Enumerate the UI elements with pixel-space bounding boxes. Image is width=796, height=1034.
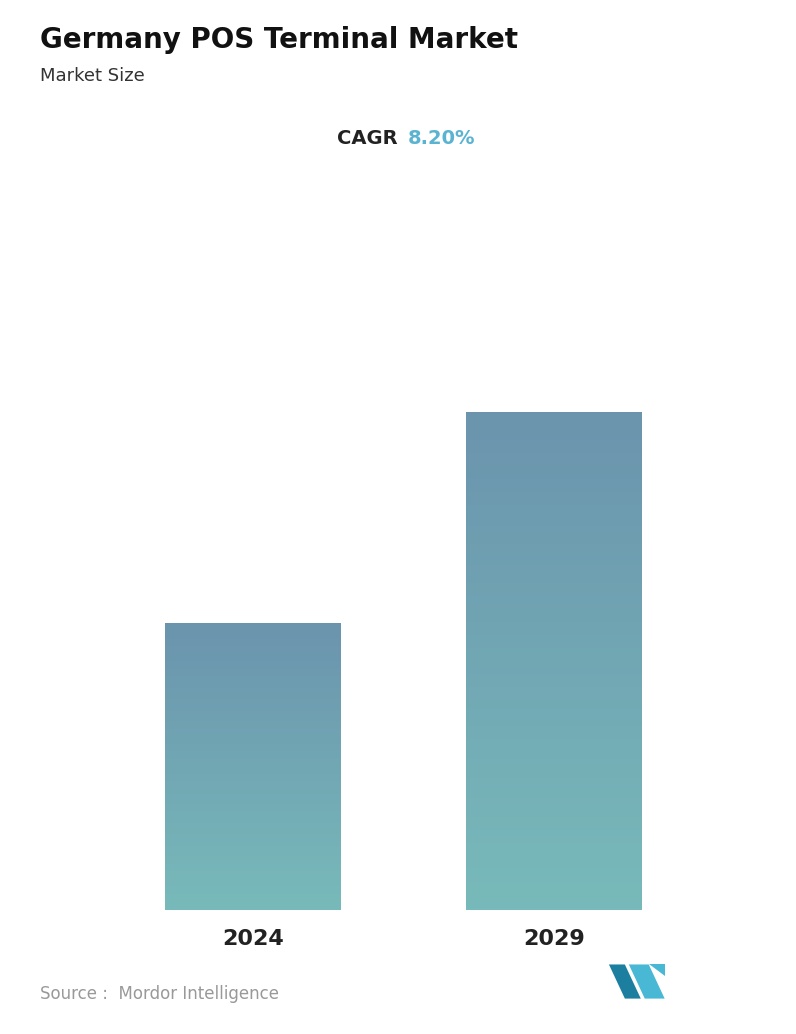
Text: Germany POS Terminal Market: Germany POS Terminal Market xyxy=(40,26,518,54)
Text: Source :  Mordor Intelligence: Source : Mordor Intelligence xyxy=(40,985,279,1003)
Text: Market Size: Market Size xyxy=(40,67,145,85)
Text: CAGR: CAGR xyxy=(338,129,398,148)
Text: 8.20%: 8.20% xyxy=(408,129,475,148)
Polygon shape xyxy=(609,965,641,999)
Polygon shape xyxy=(649,965,665,976)
Polygon shape xyxy=(629,965,665,999)
